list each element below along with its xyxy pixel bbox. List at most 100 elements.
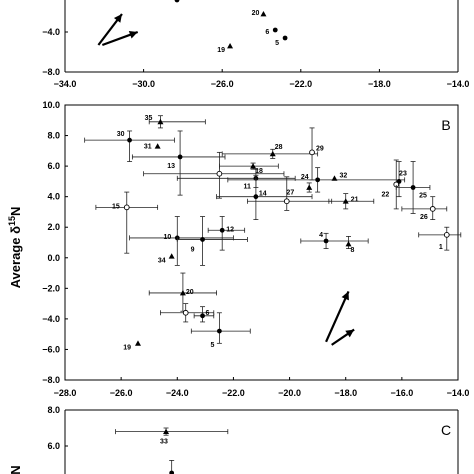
panel-b-label-12: 12 bbox=[226, 226, 234, 233]
panel-b-point-20 bbox=[179, 289, 186, 296]
panel-b-y-tick-label: −8.0 bbox=[42, 375, 60, 385]
panel-a-point-5 bbox=[282, 35, 288, 41]
panel-c-letter: C bbox=[441, 422, 451, 438]
panel-b-y-tick-label: 4.0 bbox=[47, 192, 60, 202]
panel-a-arrow-1-head bbox=[128, 31, 138, 39]
panel-c-y-tick-label: 8.0 bbox=[47, 405, 60, 415]
panel-b-point-30 bbox=[127, 137, 132, 143]
panel-a-x-tick-label: −30.0 bbox=[132, 79, 155, 89]
panel-b-y-tick-label: −2.0 bbox=[42, 283, 60, 293]
panel-b-point-19 bbox=[134, 340, 141, 346]
panel-a-y-tick-label: −4.0 bbox=[42, 27, 60, 37]
panel-b-point-12 bbox=[219, 227, 225, 233]
panel-b-point-24 bbox=[315, 177, 321, 183]
panel-a-point-19 bbox=[227, 43, 234, 49]
panel-a-x-tick-label: −34.0 bbox=[54, 79, 77, 89]
panel-b-y-tick-label: 10.0 bbox=[42, 100, 60, 110]
panel-b-label-28: 28 bbox=[275, 144, 283, 151]
panel-b-point-13 bbox=[177, 154, 183, 160]
panel-b-point-1 bbox=[443, 232, 450, 238]
panel-b-label-22: 22 bbox=[381, 191, 389, 198]
panel-b-y-tick-label: 6.0 bbox=[47, 161, 60, 171]
panel-b-arrow-0-head bbox=[341, 291, 349, 301]
panel-b-label-34: 34 bbox=[158, 257, 166, 264]
panel-b-label-11: 11 bbox=[243, 183, 251, 190]
panel-b-frame bbox=[64, 104, 459, 381]
panel-b-point-27 bbox=[306, 184, 313, 190]
panel-b-label-4: 4 bbox=[319, 232, 323, 239]
panel-a-label-20: 20 bbox=[252, 10, 260, 17]
panel-b-point-10 bbox=[283, 198, 290, 205]
panel-a-point-6 bbox=[272, 27, 278, 33]
panel-b-point-15 bbox=[123, 204, 130, 211]
panel-a-point-0 bbox=[174, 0, 180, 3]
panel-b-x-tick-label: −22.0 bbox=[222, 388, 245, 398]
panel-b-x-tick-label: −20.0 bbox=[278, 388, 301, 398]
panel-b-label-24: 24 bbox=[301, 174, 309, 181]
panel-b-point-35 bbox=[157, 118, 164, 125]
panel-b-y-axis-label: Average δ15N bbox=[7, 207, 23, 289]
panel-b-point-25 bbox=[410, 185, 416, 190]
panel-b-point-6 bbox=[200, 313, 205, 319]
panel-b-y-tick-label: 0.0 bbox=[47, 253, 60, 263]
panel-a-y-tick-label: −8.0 bbox=[42, 67, 60, 77]
panel-b-x-tick-label: −28.0 bbox=[54, 388, 77, 398]
panel-b-x-tick-label: −18.0 bbox=[334, 388, 357, 398]
panel-a-x-tick-label: −18.0 bbox=[368, 79, 391, 89]
panel-a-arrow-0-head bbox=[113, 14, 122, 23]
panel-b-y-tick-label: −4.0 bbox=[42, 314, 60, 324]
panel-b-point-21 bbox=[342, 198, 349, 204]
panel-a-label-6: 6 bbox=[265, 29, 269, 36]
panel-b-point-34 bbox=[168, 253, 175, 259]
panel-b-x-tick-label: −14.0 bbox=[447, 388, 470, 398]
panel-a-label-5: 5 bbox=[275, 40, 279, 47]
panel-c-point-1 bbox=[169, 470, 175, 474]
panel-b-arrow-1-head bbox=[345, 329, 355, 338]
panel-b-point-31 bbox=[154, 143, 161, 149]
panel-b-label-18: 18 bbox=[255, 168, 263, 175]
panel-b-label-21: 21 bbox=[351, 196, 359, 203]
panel-b-x-tick-label: −16.0 bbox=[390, 388, 413, 398]
panel-b-point-14 bbox=[253, 194, 259, 200]
panel-b-point-9 bbox=[200, 237, 205, 242]
panel-b-label-20: 20 bbox=[186, 289, 194, 296]
panel-b-point-18 bbox=[250, 163, 257, 169]
panel-b-point-26 bbox=[429, 206, 436, 212]
panel-b-label-15: 15 bbox=[112, 203, 120, 210]
panel-b-label-23: 23 bbox=[399, 170, 407, 177]
panel-b-point-29 bbox=[309, 149, 315, 156]
panel-b-point-28 bbox=[269, 150, 276, 157]
panel-b-point-4 bbox=[323, 238, 329, 244]
panel-b-letter: B bbox=[441, 117, 450, 133]
panel-b-point-4 bbox=[216, 170, 223, 177]
panel-b-label-35: 35 bbox=[145, 115, 153, 122]
panel-b-label-31: 31 bbox=[144, 143, 152, 150]
panel-b-label-8: 8 bbox=[351, 247, 355, 254]
panel-a-point-20 bbox=[260, 11, 267, 17]
panel-c-label-33: 33 bbox=[160, 439, 168, 446]
panel-b-point-32 bbox=[331, 175, 338, 181]
panel-b-label-30: 30 bbox=[117, 131, 125, 138]
panel-b-label-19: 19 bbox=[123, 344, 131, 351]
panel-b-label-9: 9 bbox=[191, 246, 195, 253]
panel-a-x-tick-label: −14.0 bbox=[447, 79, 470, 89]
panel-b-label-32: 32 bbox=[339, 172, 347, 179]
panel-a-x-tick-label: −26.0 bbox=[211, 79, 234, 89]
panel-b-label-1: 1 bbox=[439, 244, 443, 251]
panel-a-label-19: 19 bbox=[217, 47, 225, 54]
panel-b-label-25: 25 bbox=[419, 193, 427, 200]
panel-b-label-13: 13 bbox=[167, 163, 175, 170]
panel-c-point-33 bbox=[163, 428, 170, 434]
panel-b-label-27: 27 bbox=[286, 190, 294, 197]
panel-b-y-tick-label: 2.0 bbox=[47, 222, 60, 232]
panel-b-point-29 bbox=[182, 309, 189, 316]
panel-b-label-6: 6 bbox=[206, 310, 210, 317]
panel-b-label-26: 26 bbox=[420, 214, 428, 221]
panel-b-y-tick-label: −6.0 bbox=[42, 344, 60, 354]
panel-b-point-8 bbox=[345, 241, 352, 247]
panel-b-label-5: 5 bbox=[210, 342, 214, 349]
panel-a-x-tick-label: −22.0 bbox=[289, 79, 312, 89]
panel-c-y-tick-label: 6.0 bbox=[47, 441, 60, 451]
panel-b-point-5 bbox=[216, 328, 222, 334]
